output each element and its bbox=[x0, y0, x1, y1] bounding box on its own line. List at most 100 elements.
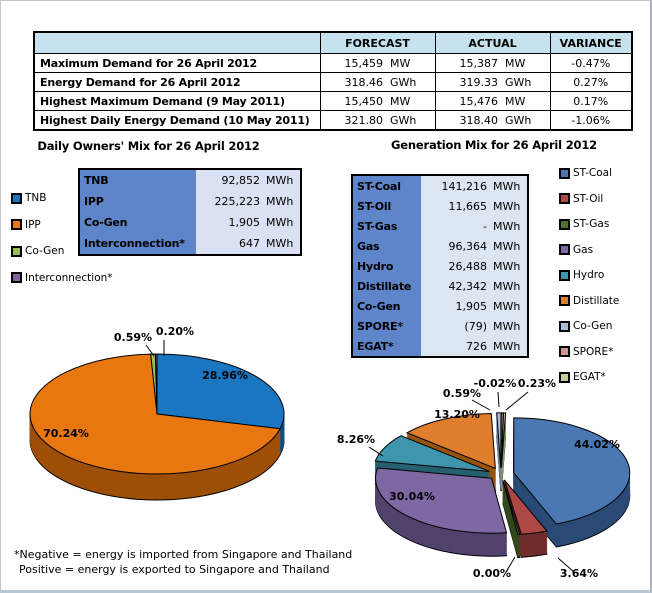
legend-label: ST-Coal bbox=[573, 167, 613, 179]
row-label: Highest Maximum Demand (9 May 2011) bbox=[33, 91, 321, 111]
row-label: Maximum Demand for 26 April 2012 bbox=[33, 53, 321, 73]
legend-item: IPP bbox=[11, 219, 113, 231]
value: 96,364 bbox=[448, 239, 488, 253]
row-label: SPORE* bbox=[353, 316, 421, 336]
actual-cell: 15,476 MW bbox=[434, 91, 551, 111]
row-value: 225,223 MWh bbox=[196, 191, 300, 212]
table-row: Highest Daily Energy Demand (10 May 2011… bbox=[33, 110, 633, 131]
owners-data-table: TNB 92,852 MWh IPP 225,223 MWh Co-Gen 1,90… bbox=[78, 168, 302, 256]
summary-header-row: FORECAST ACTUAL VARIANCE bbox=[33, 31, 633, 54]
forecast-value: 318.46 bbox=[344, 75, 384, 89]
svg-text:0.23%: 0.23% bbox=[518, 377, 556, 390]
row-label: ST-Coal bbox=[353, 176, 421, 196]
value: 647 bbox=[239, 237, 260, 250]
unit: MWh bbox=[493, 299, 521, 313]
generation-chart-title: Generation Mix for 26 April 2012 bbox=[391, 138, 597, 152]
legend-label: Distillate bbox=[573, 294, 620, 307]
svg-text:-0.02%: -0.02% bbox=[474, 377, 517, 390]
summary-header-variance: VARIANCE bbox=[549, 31, 633, 54]
row-label: IPP bbox=[80, 191, 196, 212]
svg-text:30.04%: 30.04% bbox=[389, 490, 435, 503]
unit: MWh bbox=[266, 216, 294, 229]
legend-item: Distillate bbox=[559, 295, 619, 307]
unit: MWh bbox=[493, 259, 521, 273]
forecast-unit: GWh bbox=[390, 113, 417, 127]
legend-swatch-icon bbox=[11, 245, 22, 257]
row-label: Energy Demand for 26 April 2012 bbox=[33, 72, 321, 92]
footnote-line2: Positive = energy is exported to Singapo… bbox=[19, 563, 330, 576]
value: 26,488 bbox=[448, 259, 488, 273]
svg-text:0.59%: 0.59% bbox=[114, 331, 152, 344]
row-label: Highest Daily Energy Demand (10 May 2011… bbox=[33, 110, 321, 131]
actual-cell: 319.33 GWh bbox=[434, 72, 551, 92]
unit: MWh bbox=[493, 319, 521, 333]
row-value: 96,364 MWh bbox=[421, 236, 527, 256]
table-row: Highest Maximum Demand (9 May 2011) 15,4… bbox=[33, 91, 633, 111]
unit: MWh bbox=[266, 174, 294, 187]
row-label: EGAT* bbox=[353, 336, 421, 356]
value: 225,223 bbox=[214, 195, 261, 208]
forecast-value: 15,450 bbox=[344, 94, 384, 108]
row-label: ST-Gas bbox=[353, 216, 421, 236]
actual-value: 15,387 bbox=[459, 56, 499, 70]
legend-label: Co-Gen bbox=[25, 245, 65, 257]
row-value: 1,905 MWh bbox=[196, 212, 300, 233]
legend-swatch-icon bbox=[559, 371, 570, 383]
owners-pie-chart: 28.96% 70.24% 0.59% 0.20% bbox=[29, 325, 285, 501]
actual-value: 318.40 bbox=[459, 113, 499, 127]
legend-label: SPORE* bbox=[573, 345, 614, 358]
forecast-unit: GWh bbox=[390, 75, 417, 89]
actual-unit: MW bbox=[505, 56, 526, 70]
row-label: TNB bbox=[80, 170, 196, 191]
row-value: 647 MWh bbox=[196, 233, 300, 254]
unit: MWh bbox=[493, 179, 521, 193]
svg-text:0.20%: 0.20% bbox=[156, 325, 194, 338]
legend-item: TNB bbox=[11, 192, 113, 204]
row-value: 42,342 MWh bbox=[421, 276, 527, 296]
table-row: Maximum Demand for 26 April 2012 15,459 M… bbox=[33, 53, 633, 73]
row-label: Gas bbox=[353, 236, 421, 256]
svg-text:8.26%: 8.26% bbox=[337, 433, 375, 446]
row-label: Hydro bbox=[353, 256, 421, 276]
legend-item: Gas bbox=[559, 244, 619, 256]
legend-item: Hydro bbox=[559, 269, 619, 281]
summary-corner-cell bbox=[33, 31, 321, 54]
unit: MWh bbox=[493, 199, 521, 213]
legend-item: ST-Gas bbox=[559, 218, 619, 230]
svg-text:44.02%: 44.02% bbox=[574, 438, 620, 451]
forecast-cell: 318.46 GWh bbox=[319, 72, 436, 92]
svg-text:13.20%: 13.20% bbox=[434, 408, 480, 421]
actual-unit: MW bbox=[505, 94, 526, 108]
forecast-cell: 15,450 MW bbox=[319, 91, 436, 111]
legend-swatch-icon bbox=[559, 218, 570, 230]
row-value: (79) MWh bbox=[421, 316, 527, 336]
forecast-value: 15,459 bbox=[344, 56, 384, 70]
legend-swatch-icon bbox=[11, 192, 22, 204]
legend-item: ST-Oil bbox=[559, 193, 619, 205]
actual-unit: GWh bbox=[505, 75, 532, 89]
legend-item: EGAT* bbox=[559, 371, 619, 383]
footnote-line1: *Negative = energy is imported from Sing… bbox=[14, 548, 353, 561]
actual-cell: 318.40 GWh bbox=[434, 110, 551, 131]
variance-cell: 0.27% bbox=[549, 72, 633, 92]
legend-swatch-icon bbox=[559, 167, 570, 179]
row-value: 726 MWh bbox=[421, 336, 527, 356]
legend-item: ST-Coal bbox=[559, 167, 619, 179]
legend-label: Interconnection* bbox=[25, 271, 113, 284]
row-value: - MWh bbox=[421, 216, 527, 236]
owners-legend: TNB IPP Co-Gen Interconnection* bbox=[11, 192, 113, 298]
legend-swatch-icon bbox=[559, 244, 570, 255]
legend-item: Co-Gen bbox=[11, 245, 113, 257]
unit: MWh bbox=[493, 339, 521, 353]
legend-label: ST-Oil bbox=[573, 192, 604, 205]
row-label: Interconnection* bbox=[80, 233, 196, 254]
value: 1,905 bbox=[228, 216, 261, 229]
variance-cell: -0.47% bbox=[549, 53, 633, 73]
legend-item: SPORE* bbox=[559, 346, 619, 358]
row-value: 11,665 MWh bbox=[421, 196, 527, 216]
legend-label: Gas bbox=[573, 243, 594, 256]
unit: MWh bbox=[266, 237, 294, 250]
row-value: 26,488 MWh bbox=[421, 256, 527, 276]
value: - bbox=[483, 219, 487, 233]
